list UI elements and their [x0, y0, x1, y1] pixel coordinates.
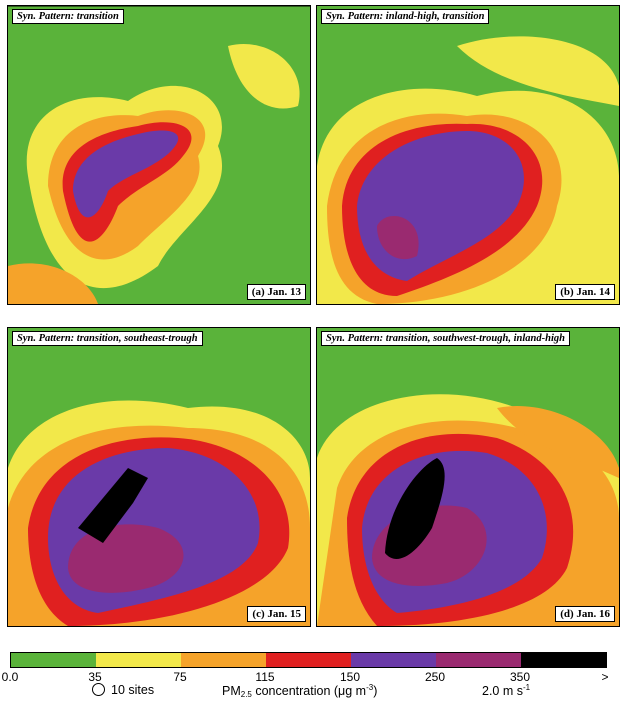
panel-title-c: Syn. Pattern: transition, southeast-trou… [12, 331, 203, 346]
site-circle-icon [92, 683, 105, 696]
map-panel-c: Syn. Pattern: transition, southeast-trou… [7, 327, 311, 627]
map-c [8, 328, 310, 626]
colorbar-segment-0 [11, 653, 96, 667]
map-panel-d: Syn. Pattern: transition, southwest-trou… [316, 327, 620, 627]
colorbar-tick-6: 350 [509, 670, 531, 684]
colorbar-tick-2: 75 [173, 670, 187, 684]
legend-pm: PM2.5 concentration (μg m-3) [222, 683, 378, 699]
map-panel-a: Syn. Pattern: transition (a) Jan. 13 [7, 5, 311, 305]
legend-sites-label: 10 sites [111, 683, 155, 697]
map-panel-b: Syn. Pattern: inland-high, transition (b… [316, 5, 620, 305]
panel-label-b: (b) Jan. 14 [555, 284, 615, 300]
panel-label-d: (d) Jan. 16 [555, 606, 615, 622]
colorbar-segment-2 [181, 653, 266, 667]
panel-title-b: Syn. Pattern: inland-high, transition [321, 9, 490, 24]
colorbar-tick-4: 150 [339, 670, 361, 684]
colorbar-segment-3 [266, 653, 351, 667]
map-b [317, 6, 619, 304]
colorbar [10, 652, 607, 668]
legend-sites: 10 sites [92, 683, 154, 697]
colorbar-segment-4 [351, 653, 436, 667]
colorbar-tick-1: 35 [88, 670, 102, 684]
panel-title-a: Syn. Pattern: transition [12, 9, 124, 24]
colorbar-tick-0: 0.0 [1, 670, 19, 684]
colorbar-tick-3: 115 [255, 670, 275, 684]
panel-title-d: Syn. Pattern: transition, southwest-trou… [321, 331, 570, 346]
colorbar-segment-1 [96, 653, 181, 667]
panel-label-c: (c) Jan. 15 [247, 606, 306, 622]
map-d [317, 328, 619, 626]
legend-wind: 2.0 m s-1 [482, 683, 531, 698]
colorbar-tick-7: > [601, 670, 609, 684]
map-a [8, 6, 310, 304]
colorbar-tick-5: 250 [424, 670, 446, 684]
panel-label-a: (a) Jan. 13 [246, 284, 306, 300]
colorbar-segment-5 [436, 653, 521, 667]
colorbar-segment-6 [521, 653, 606, 667]
